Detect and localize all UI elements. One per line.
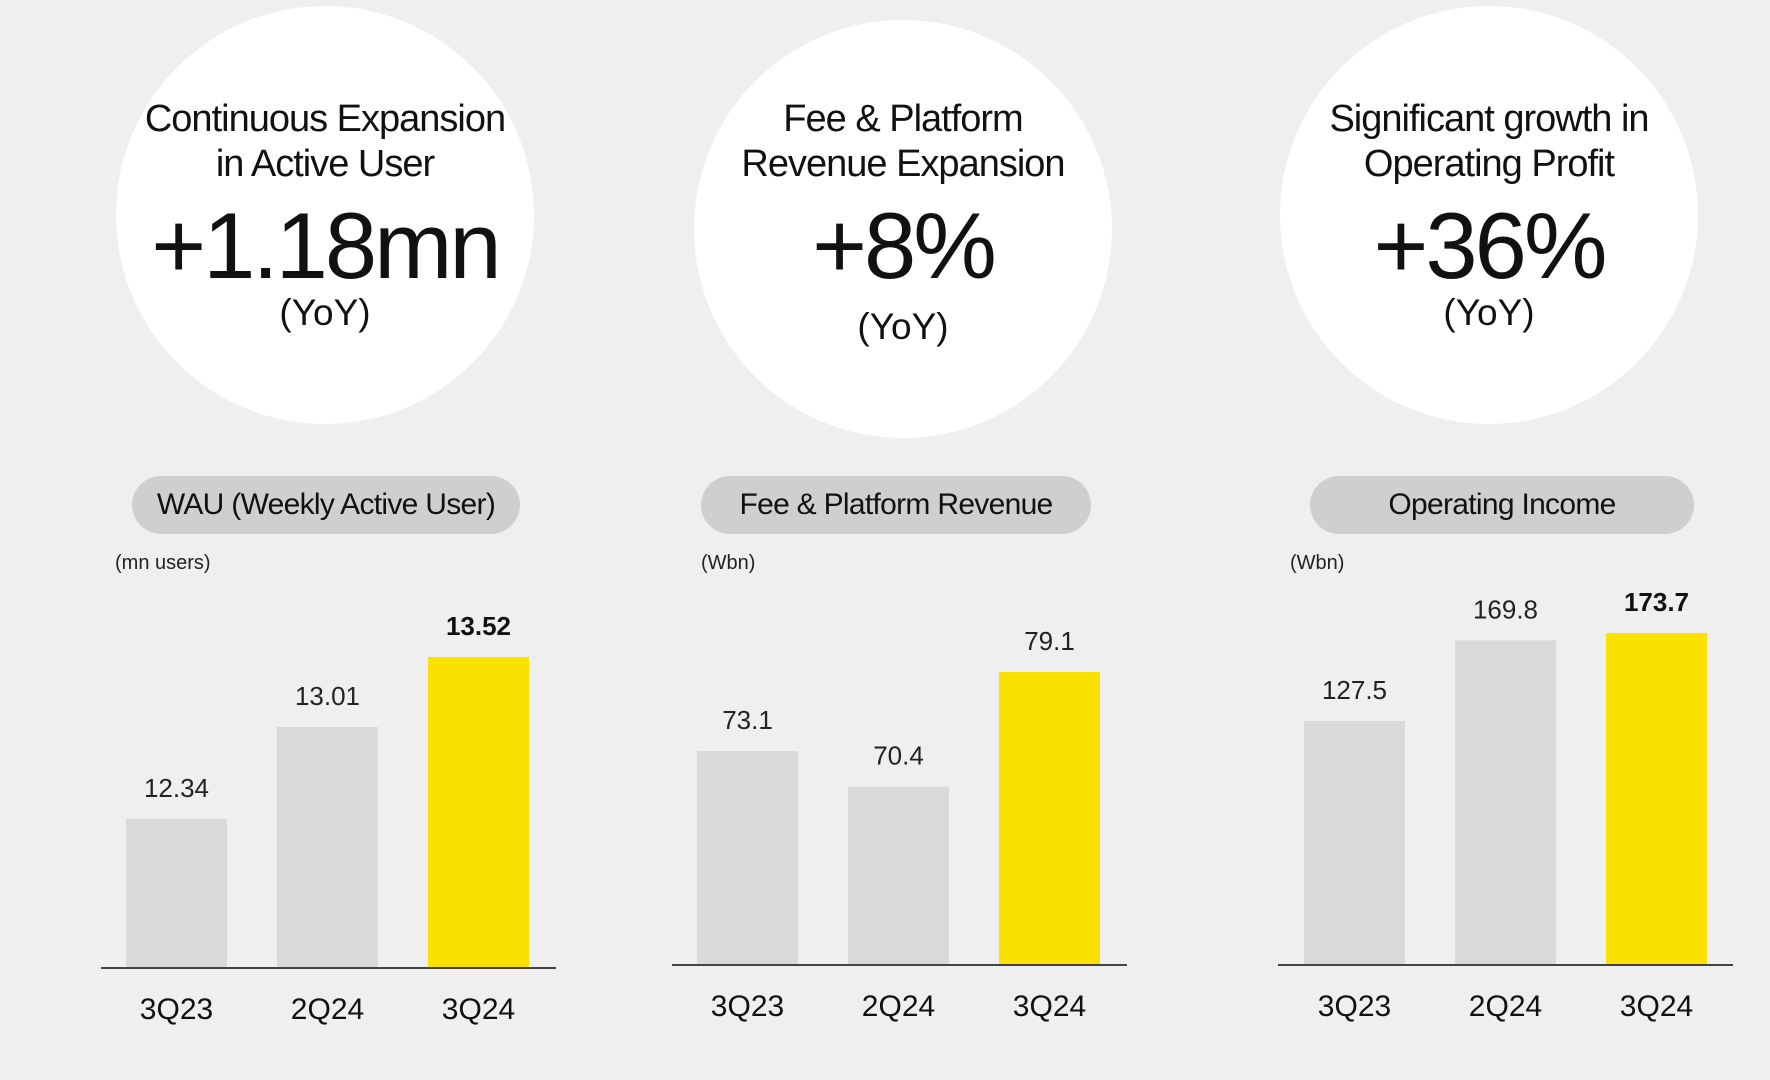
value-label-operating-income-3q23: 127.5 [1322,675,1387,705]
value-label-wau-3q23: 12.34 [144,773,209,803]
circle-value-operating-income: +36% [1373,193,1607,298]
circle-title-line: in Active User [215,143,435,185]
tick-label-fee-platform-3q23: 3Q23 [711,990,784,1023]
circle-title-line: Fee & Platform [783,98,1023,140]
bar-operating-income-3q24 [1606,633,1707,964]
value-label-fee-platform-2q24: 70.4 [873,741,924,771]
bar-wau-3q24 [428,657,529,967]
bar-wau-2q24 [277,726,378,967]
chart-title-pill-wau: WAU (Weekly Active User) [132,476,520,534]
bar-fee-platform-2q24 [848,786,949,964]
bar-operating-income-2q24 [1455,640,1556,964]
tick-label-wau-3q24: 3Q24 [442,993,515,1026]
value-label-wau-3q24: 13.52 [446,611,511,641]
chart-operating-income: 127.5 3Q23 169.8 2Q24 173.7 3Q24 [1278,587,1733,1023]
circle-note-wau: (YoY) [279,292,371,333]
value-label-operating-income-3q24: 173.7 [1624,587,1689,617]
tick-label-fee-platform-2q24: 2Q24 [862,990,935,1023]
tick-label-operating-income-3q24: 3Q24 [1620,990,1693,1023]
panel-fee-platform: Fee & Platform Revenue Expansion +8% (Yo… [570,0,1127,1080]
tick-label-operating-income-2q24: 2Q24 [1469,990,1542,1023]
circle-title-line: Revenue Expansion [741,143,1065,185]
circle-note-fee-platform: (YoY) [857,306,949,347]
tick-label-fee-platform-3q24: 3Q24 [1013,990,1086,1023]
circle-title-operating-income: Significant growth in Operating Profit [1280,97,1698,187]
circle-title-line: Continuous Expansion [144,98,506,140]
chart-title-pill-operating-income: Operating Income [1310,476,1694,534]
tick-label-wau-3q23: 3Q23 [140,993,213,1026]
circle-title-line: Significant growth in [1329,98,1649,140]
circle-title-line: Operating Profit [1363,143,1615,185]
bar-operating-income-3q23 [1304,721,1405,964]
chart-wau: 12.34 3Q23 13.01 2Q24 13.52 3Q24 [101,611,556,1026]
unit-label-wau: (mn users) [115,552,211,574]
highlight-circle-fee-platform: Fee & Platform Revenue Expansion +8% (Yo… [694,20,1112,438]
tick-label-wau-2q24: 2Q24 [291,993,364,1026]
value-label-fee-platform-3q24: 79.1 [1024,626,1075,656]
circle-title-fee-platform: Fee & Platform Revenue Expansion [694,97,1112,187]
unit-label-operating-income: (Wbn) [1290,552,1345,574]
bar-wau-3q23 [126,818,227,967]
chart-fee-platform: 73.1 3Q23 70.4 2Q24 79.1 3Q24 [672,626,1127,1023]
circle-note-operating-income: (YoY) [1443,292,1535,333]
unit-label-fee-platform: (Wbn) [701,552,756,574]
circle-title-wau: Continuous Expansion in Active User [116,97,534,187]
value-label-operating-income-2q24: 169.8 [1473,594,1538,624]
value-label-fee-platform-3q23: 73.1 [722,705,773,735]
circle-value-fee-platform: +8% [812,193,997,298]
bar-fee-platform-3q23 [697,751,798,964]
panel-operating-income: Significant growth in Operating Profit +… [1176,0,1733,1080]
tick-label-operating-income-3q23: 3Q23 [1318,990,1391,1023]
circle-value-wau: +1.18mn [151,193,501,298]
chart-title-pill-fee-platform: Fee & Platform Revenue [701,476,1091,534]
value-label-wau-2q24: 13.01 [295,681,360,711]
highlight-circle-operating-income: Significant growth in Operating Profit +… [1280,6,1698,424]
bar-fee-platform-3q24 [999,672,1100,964]
panel-wau: Continuous Expansion in Active User +1.1… [0,0,556,1080]
highlight-circle-wau: Continuous Expansion in Active User +1.1… [116,6,534,424]
